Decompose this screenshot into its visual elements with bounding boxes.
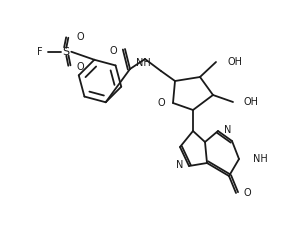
Text: O: O: [76, 62, 84, 72]
Text: OH: OH: [227, 57, 242, 67]
Text: S: S: [63, 47, 70, 57]
Text: O: O: [157, 98, 165, 108]
Text: O: O: [244, 188, 252, 198]
Text: O: O: [76, 32, 84, 42]
Text: O: O: [109, 46, 117, 56]
Text: NH: NH: [253, 154, 268, 164]
Text: N: N: [224, 125, 231, 135]
Text: N: N: [176, 160, 183, 170]
Text: F: F: [37, 47, 42, 57]
Text: NH: NH: [136, 58, 150, 68]
Text: OH: OH: [244, 97, 259, 107]
